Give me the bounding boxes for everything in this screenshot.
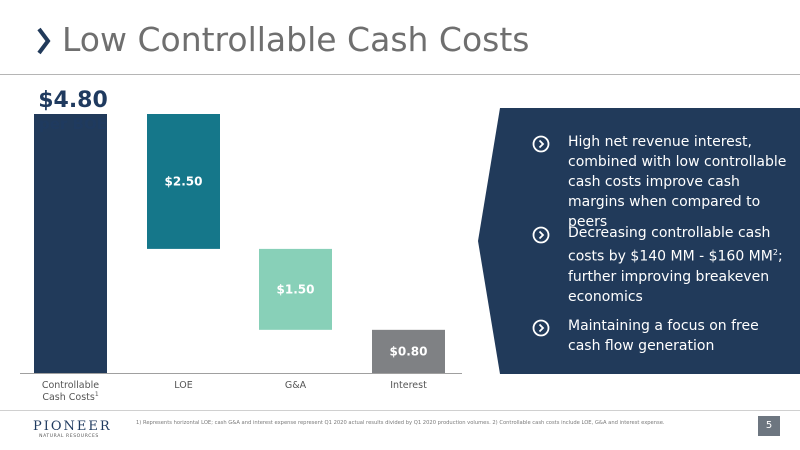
bullet-text-part: ; further improving breakeven economics xyxy=(568,248,783,305)
bar-interest xyxy=(372,329,445,373)
footer-divider xyxy=(0,410,800,411)
highlights-panel xyxy=(478,108,800,374)
total-unit: per BOE xyxy=(39,115,107,133)
page-title: Low Controllable Cash Costs xyxy=(62,20,530,59)
bar-g-a xyxy=(259,248,332,330)
bullet-text: High net revenue interest, combined with… xyxy=(568,134,787,230)
x-tick-label: Interest xyxy=(390,380,427,391)
x-tick-label: Cash Costs1 xyxy=(42,391,99,403)
bullet-text: Maintaining a focus on free cash flow ge… xyxy=(568,318,759,354)
data-label: $0.80 xyxy=(390,344,428,358)
x-tick-label: LOE xyxy=(174,380,192,391)
total-value: $4.80 xyxy=(38,88,108,113)
bullet-text: Decreasing controllable cash costs by $1… xyxy=(568,223,792,307)
footnote-text: 1) Represents horizontal LOE; cash G&A a… xyxy=(136,420,665,426)
company-logo: PIONEER NATURAL RESOURCES xyxy=(33,419,112,440)
footnote-marker: 2 xyxy=(772,248,778,257)
chevron-circle-icon xyxy=(532,226,550,244)
bullet-text-part: Decreasing controllable cash costs by $1… xyxy=(568,225,773,265)
total-callout: $4.80 per BOE xyxy=(34,88,112,133)
x-tick-label: G&A xyxy=(285,380,307,391)
chevron-right-icon xyxy=(37,27,51,55)
bar-controllable-cash-costs xyxy=(34,114,107,373)
bar-loe xyxy=(147,114,220,249)
data-label: $1.50 xyxy=(277,282,315,296)
logo-name: PIONEER xyxy=(33,419,112,434)
data-label: $2.50 xyxy=(165,174,203,188)
chevron-circle-icon xyxy=(532,135,550,153)
logo-subtitle: NATURAL RESOURCES xyxy=(39,434,99,439)
chevron-circle-icon xyxy=(532,319,550,337)
footnote-marker: 1 xyxy=(95,391,99,398)
title-divider xyxy=(0,74,800,75)
x-tick-label: Controllable xyxy=(42,380,99,391)
page-number: 5 xyxy=(758,416,780,436)
